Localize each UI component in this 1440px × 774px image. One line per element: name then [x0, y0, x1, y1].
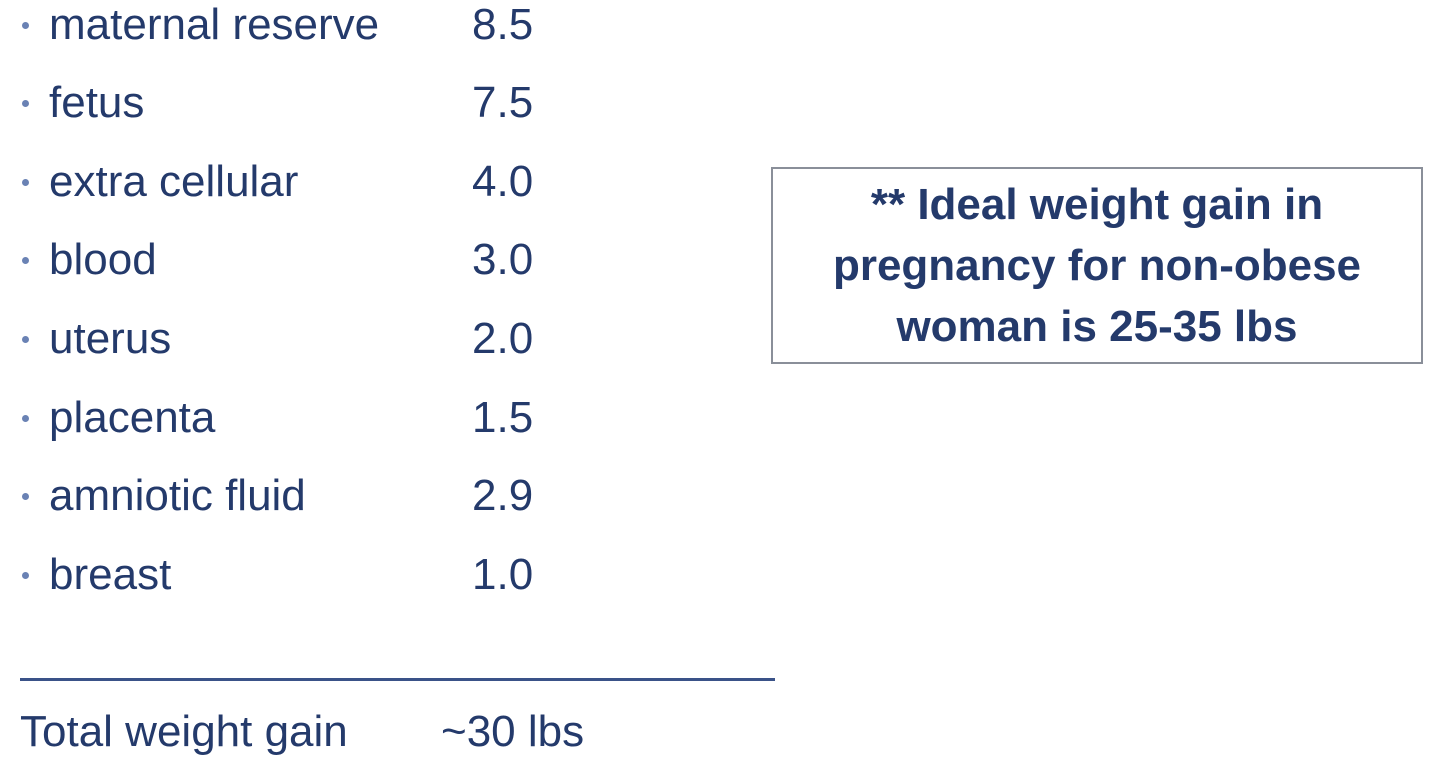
item-label: maternal reserve: [49, 0, 380, 49]
item-label: breast: [49, 550, 172, 599]
list-item: blood 3.0: [0, 230, 600, 290]
bullet-icon: [22, 572, 29, 579]
bullet-icon: [22, 415, 29, 422]
item-value: 1.0: [472, 550, 534, 599]
callout-line-3: woman is 25-35 lbs: [896, 302, 1298, 351]
item-label: placenta: [49, 393, 216, 442]
list-item: breast 1.0: [0, 545, 600, 605]
ideal-gain-callout-box: ** Ideal weight gain in pregnancy for no…: [771, 167, 1423, 364]
item-label: blood: [49, 235, 157, 284]
list-item: uterus 2.0: [0, 309, 600, 369]
list-item: fetus 7.5: [0, 73, 600, 133]
total-label: Total weight gain: [20, 707, 348, 756]
bullet-icon: [22, 100, 29, 107]
item-value: 2.9: [472, 471, 534, 520]
bullet-icon: [22, 179, 29, 186]
bullet-icon: [22, 22, 29, 29]
sum-divider: [20, 678, 775, 681]
item-label: uterus: [49, 314, 172, 363]
callout-text: ** Ideal weight gain in pregnancy for no…: [833, 174, 1361, 357]
item-value: 2.0: [472, 314, 534, 363]
list-item: placenta 1.5: [0, 388, 600, 448]
total-value: ~30 lbs: [441, 707, 585, 756]
item-label: amniotic fluid: [49, 471, 306, 520]
item-value: 3.0: [472, 235, 534, 284]
callout-line-2: pregnancy for non-obese: [832, 241, 1362, 290]
bullet-icon: [22, 493, 29, 500]
list-item: maternal reserve 8.5: [0, 0, 600, 55]
item-value: 8.5: [472, 0, 534, 49]
bullet-icon: [22, 257, 29, 264]
item-value: 4.0: [472, 157, 534, 206]
item-value: 1.5: [472, 393, 534, 442]
item-value: 7.5: [472, 78, 534, 127]
item-label: extra cellular: [49, 157, 299, 206]
list-item: extra cellular 4.0: [0, 152, 600, 212]
callout-line-1: ** Ideal weight gain in: [870, 180, 1324, 229]
list-item: amniotic fluid 2.9: [0, 466, 600, 526]
bullet-icon: [22, 336, 29, 343]
item-label: fetus: [49, 78, 145, 127]
